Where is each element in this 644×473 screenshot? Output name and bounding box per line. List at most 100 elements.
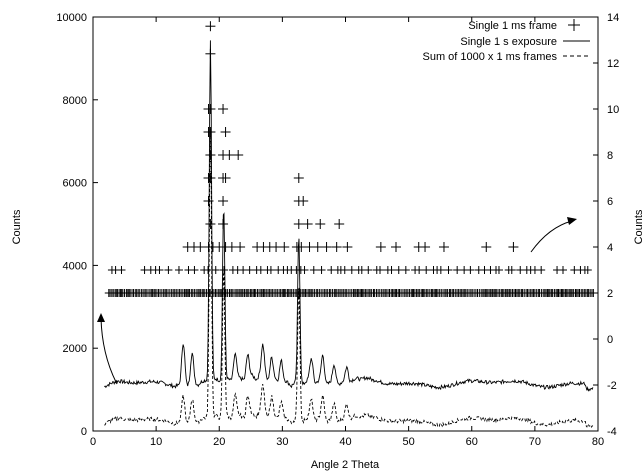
series-ms-frame-point: [315, 219, 326, 229]
series-ms-frame-point: [205, 173, 216, 183]
y2-axis-label: Counts: [633, 209, 644, 244]
series-ms-frame-point: [218, 196, 229, 206]
series-ms-frame-point: [422, 266, 431, 274]
series-ms-frame-point: [453, 266, 462, 274]
series-ms-frame-point: [340, 266, 349, 274]
x-tick-label: 30: [276, 436, 288, 448]
x-tick-label: 20: [213, 436, 225, 448]
series-ms-frame-point: [155, 266, 164, 274]
series-ms-frame-point: [205, 219, 216, 229]
y2-tick-label: 4: [607, 242, 613, 254]
series-ms-frame-point: [364, 266, 373, 274]
series-ms-frame-point: [375, 266, 384, 274]
series-ms-frame-point: [205, 127, 216, 137]
series-ms-frame-point: [558, 266, 567, 274]
series-ms-frame-point: [302, 219, 313, 229]
legend-label-ms-frame: Single 1 ms frame: [468, 20, 557, 32]
series-ms-frame-point: [321, 242, 332, 252]
x-tick-label: 40: [339, 436, 351, 448]
series-ms-frame-point: [508, 242, 519, 252]
series-ms-frame-point: [317, 266, 326, 274]
series-ms-frame-point: [293, 173, 304, 183]
y2-tick-label: 12: [607, 58, 619, 70]
series-ms-frame-point: [401, 266, 410, 274]
series-ms-frame-point: [218, 104, 229, 114]
x-tick-label: 50: [403, 436, 415, 448]
y2-tick-label: 6: [607, 196, 613, 208]
series-ms-frame-point: [293, 219, 304, 229]
series-ms-frame-point: [233, 150, 244, 160]
y2-tick-label: 14: [607, 12, 619, 24]
series-1s-exposure-line: [104, 40, 594, 392]
series-ms-frame-point: [220, 266, 229, 274]
series-sum-frames-line: [104, 128, 594, 428]
series-ms-frame-point: [387, 266, 396, 274]
series-ms-frame-point: [444, 266, 453, 274]
y2-tick-label: 0: [607, 334, 613, 346]
series-ms-frame-point: [394, 266, 403, 274]
series-ms-frame-point: [420, 242, 431, 252]
x-axis-label: Angle 2 Theta: [311, 459, 380, 471]
series-ms-frame-point: [279, 242, 290, 252]
y2-tick-label: 2: [607, 288, 613, 300]
series-ms-frame-point: [204, 266, 213, 274]
plot-content: [104, 21, 598, 428]
y2-tick-label: -2: [607, 380, 617, 392]
y-tick-label: 6000: [63, 178, 87, 190]
series-ms-frame-point: [466, 266, 475, 274]
series-ms-frame-point: [300, 266, 309, 274]
legend: Single 1 ms frame Single 1 s exposure Su…: [423, 19, 590, 63]
series-ms-frame-point: [312, 242, 323, 252]
series-ms-frame-point: [331, 242, 342, 252]
series-ms-frame-point: [174, 266, 183, 274]
series-ms-frame-point: [507, 266, 516, 274]
arrow-left-axis: [100, 317, 118, 385]
legend-label-1s-exposure: Single 1 s exposure: [460, 36, 557, 48]
series-ms-frame-point: [205, 48, 216, 59]
series-ms-frame-point: [342, 242, 353, 252]
series-ms-frame-point: [164, 266, 173, 274]
series-ms-frame-point: [438, 242, 449, 252]
arrow-left-axis-head: [97, 313, 105, 322]
series-ms-frame-point: [375, 242, 386, 252]
series-ms-frame-point: [583, 266, 592, 274]
arrow-right-axis: [530, 220, 573, 253]
series-ms-frame-point: [415, 266, 424, 274]
series-ms-frame-point: [117, 266, 126, 274]
y-tick-label: 8000: [63, 95, 87, 107]
series-ms-frame-point: [205, 104, 216, 114]
y2-tick-label: -4: [607, 426, 617, 438]
series-ms-frame-point: [220, 127, 231, 137]
series-ms-frame-point: [334, 219, 345, 229]
y2-tick-label: 10: [607, 104, 619, 116]
y-tick-label: 4000: [63, 260, 87, 272]
series-ms-frame-point: [211, 266, 220, 274]
y-tick-label: 10000: [56, 12, 87, 24]
y-axis-right: -4 -2 0 2 4 6 8 10 12 14: [593, 12, 619, 438]
y-tick-label: 0: [81, 426, 87, 438]
y-tick-label: 2000: [63, 343, 87, 355]
series-ms-frame-point: [205, 21, 216, 32]
series-ms-frame-point: [436, 266, 445, 274]
x-tick-label: 80: [592, 436, 604, 448]
series-ms-frame-point: [309, 266, 318, 274]
y-axis-left: 0 2000 4000 6000 8000 10000: [56, 12, 98, 438]
series-ms-frame-point: [235, 242, 246, 252]
series-ms-frame-point: [494, 266, 503, 274]
series-ms-frame-point: [245, 266, 254, 274]
series-ms-frame-point: [224, 150, 235, 160]
series-ms-frame-point: [203, 196, 214, 206]
y2-tick-label: 8: [607, 150, 613, 162]
series-ms-frame-point: [218, 219, 229, 229]
x-tick-label: 10: [150, 436, 162, 448]
series-ms-frame-point: [266, 266, 275, 274]
legend-marker-plus: [568, 19, 580, 31]
series-ms-frame-point: [220, 173, 231, 183]
plot-frame: [92, 16, 599, 432]
x-tick-label: 0: [90, 436, 96, 448]
x-tick-label: 60: [466, 436, 478, 448]
series-ms-frame-point: [190, 266, 199, 274]
arrow-right-axis-head: [567, 217, 577, 225]
series-ms-frame-point: [537, 266, 546, 274]
